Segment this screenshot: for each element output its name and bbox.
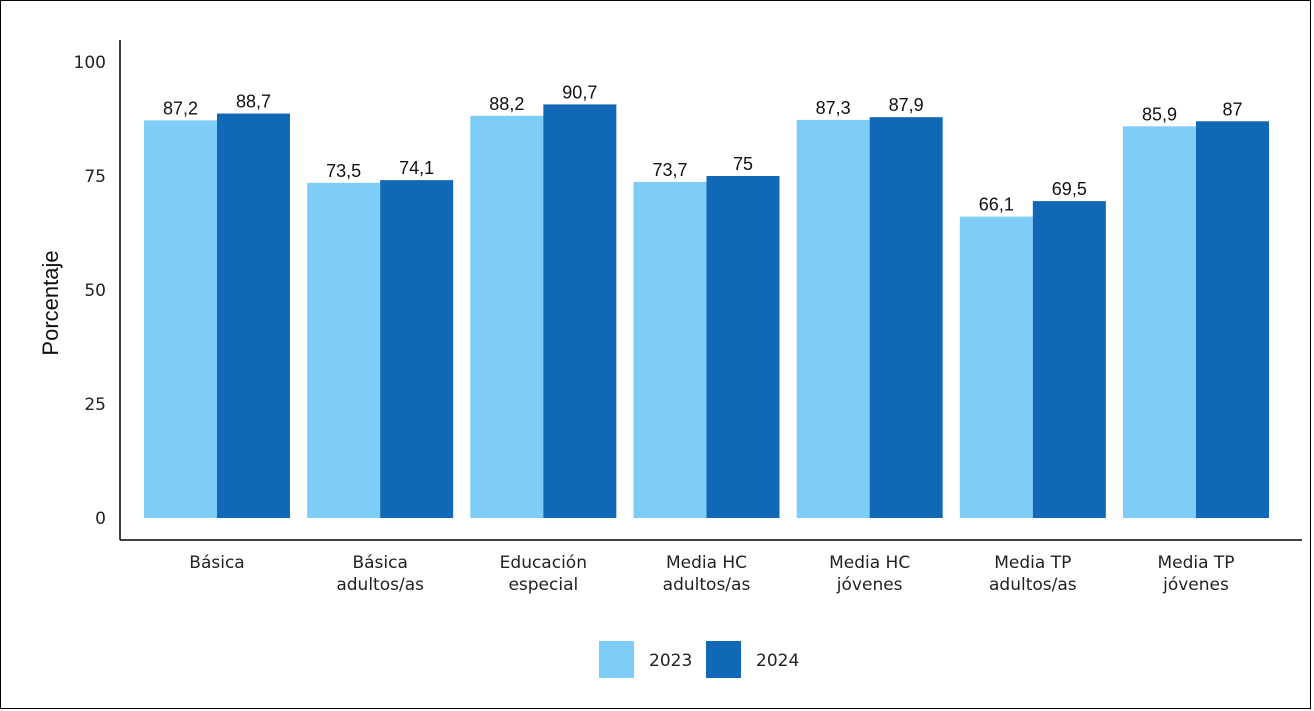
data-label: 75 xyxy=(733,154,753,174)
bar-2024 xyxy=(380,180,454,518)
y-axis-title: Porcentaje xyxy=(38,250,63,355)
data-label: 87,9 xyxy=(889,95,924,115)
bar-2024 xyxy=(1196,121,1269,518)
legend-label: 2024 xyxy=(756,651,799,671)
data-label: 74,1 xyxy=(399,158,434,178)
legend-label: 2023 xyxy=(649,651,692,671)
x-tick-label: Media HC jóvenes xyxy=(829,553,910,595)
bar-2023 xyxy=(1123,126,1196,519)
bar-2024 xyxy=(543,104,617,519)
bar-2023 xyxy=(633,181,707,519)
bar-2024 xyxy=(1032,201,1106,518)
x-tick-label: Educación especial xyxy=(500,553,587,595)
data-label: 87,2 xyxy=(163,98,198,118)
bar-2023 xyxy=(959,216,1033,519)
bar-2023 xyxy=(144,120,217,519)
data-label: 90,7 xyxy=(562,82,597,102)
data-label: 87,3 xyxy=(816,98,851,118)
data-label: 87 xyxy=(1222,99,1242,119)
y-tick-label: 25 xyxy=(84,395,106,415)
y-tick-label: 50 xyxy=(84,281,106,301)
legend-swatch-2024 xyxy=(706,641,741,678)
bar-2023 xyxy=(307,182,381,518)
y-tick-label: 75 xyxy=(84,167,106,187)
x-tick-label: Básica xyxy=(189,553,244,573)
legend-swatch-2023 xyxy=(599,641,634,678)
bar-2024 xyxy=(217,113,290,518)
data-label: 69,5 xyxy=(1052,179,1087,199)
y-tick-label: 100 xyxy=(74,53,106,73)
x-tick-label: Media TP jóvenes xyxy=(1157,553,1234,595)
axes: 0 25 50 75 100 Básica Básica adultos/as Educació… xyxy=(74,40,1302,595)
bar-2024 xyxy=(869,117,943,519)
bar-2024 xyxy=(706,176,780,518)
y-tick-label: 0 xyxy=(95,509,106,529)
data-label: 66,1 xyxy=(979,195,1014,215)
x-tick-label: Básica adultos/as xyxy=(336,553,424,595)
bar-2023 xyxy=(796,119,870,519)
data-label: 73,5 xyxy=(326,161,361,181)
data-label: 88,2 xyxy=(489,94,524,114)
x-tick-label: Media HC adultos/as xyxy=(663,553,751,595)
bar-2023 xyxy=(470,115,544,519)
data-label: 88,7 xyxy=(236,92,271,112)
x-tick-label: Media TP adultos/as xyxy=(989,553,1077,595)
data-label: 85,9 xyxy=(1142,104,1177,124)
legend: 2023 2024 xyxy=(599,641,799,678)
bars: 87,2 73,5 88,2 73,7 87,3 66,1 85,9 88,7 74,1 90,7… xyxy=(144,82,1269,519)
data-label: 73,7 xyxy=(652,160,687,180)
